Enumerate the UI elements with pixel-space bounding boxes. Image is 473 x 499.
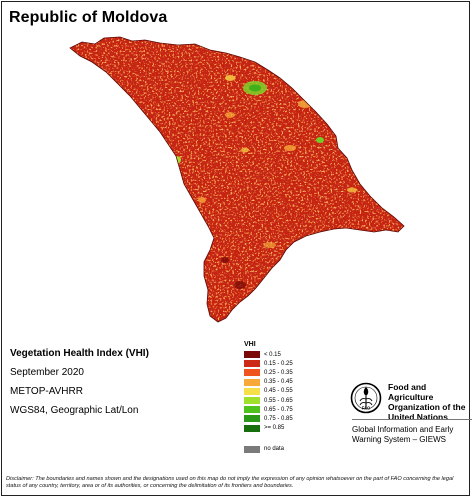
legend-item: 0.75 - 0.85 — [244, 414, 293, 423]
legend-label: 0.65 - 0.75 — [264, 406, 293, 413]
legend-label: no data — [264, 446, 285, 453]
legend-swatch — [244, 397, 260, 405]
legend-item-no-data: no data — [244, 445, 293, 454]
legend-item: 0.55 - 0.65 — [244, 396, 293, 405]
legend-item: >= 0.85 — [244, 424, 293, 433]
projection-label: WGS84, Geographic Lat/Lon — [10, 405, 139, 416]
legend-swatch — [244, 445, 260, 453]
legend-label: 0.35 - 0.45 — [264, 379, 293, 386]
legend-swatch — [244, 369, 260, 377]
divider — [352, 419, 472, 420]
legend-item: 0.45 - 0.55 — [244, 387, 293, 396]
index-title: Vegetation Health Index (VHI) — [10, 348, 149, 359]
legend-swatch — [244, 415, 260, 423]
legend-label: 0.55 - 0.65 — [264, 397, 293, 404]
vhi-legend: VHI < 0.15 0.15 - 0.25 0.25 - 0.35 0.35 … — [244, 341, 293, 454]
moldova-vhi-map — [69, 36, 405, 323]
legend-swatch — [244, 351, 260, 359]
sensor-label: METOP-AVHRR — [10, 386, 83, 397]
legend-item: 0.25 - 0.35 — [244, 368, 293, 377]
legend-label: < 0.15 — [264, 351, 281, 358]
legend-label: 0.25 - 0.35 — [264, 369, 293, 376]
legend-swatch — [244, 406, 260, 414]
legend-label: 0.75 - 0.85 — [264, 415, 293, 422]
legend-item: 0.15 - 0.25 — [244, 359, 293, 368]
map-info: Vegetation Health Index (VHI) September … — [10, 344, 149, 420]
legend-swatch — [244, 360, 260, 368]
legend-swatch — [244, 378, 260, 386]
legend-item: < 0.15 — [244, 350, 293, 359]
map-title: Republic of Moldova — [9, 9, 168, 26]
fao-name: Food and Agriculture Organization of the… — [388, 382, 466, 422]
fao-logo-icon: FAO — [350, 382, 382, 414]
legend-label: >= 0.85 — [264, 425, 285, 432]
legend-item: 0.65 - 0.75 — [244, 405, 293, 414]
disclaimer-text: Disclaimer: The boundaries and names sho… — [6, 476, 454, 490]
legend-swatch — [244, 387, 260, 395]
legend-swatch — [244, 424, 260, 432]
svg-text:FAO: FAO — [362, 406, 371, 411]
legend-title: VHI — [244, 341, 256, 348]
legend-label: 0.15 - 0.25 — [264, 360, 293, 367]
legend-label: 0.45 - 0.55 — [264, 388, 293, 395]
period-label: September 2020 — [10, 367, 84, 378]
legend-item: 0.35 - 0.45 — [244, 378, 293, 387]
giews-name: Global Information and Early Warning Sys… — [352, 425, 454, 444]
